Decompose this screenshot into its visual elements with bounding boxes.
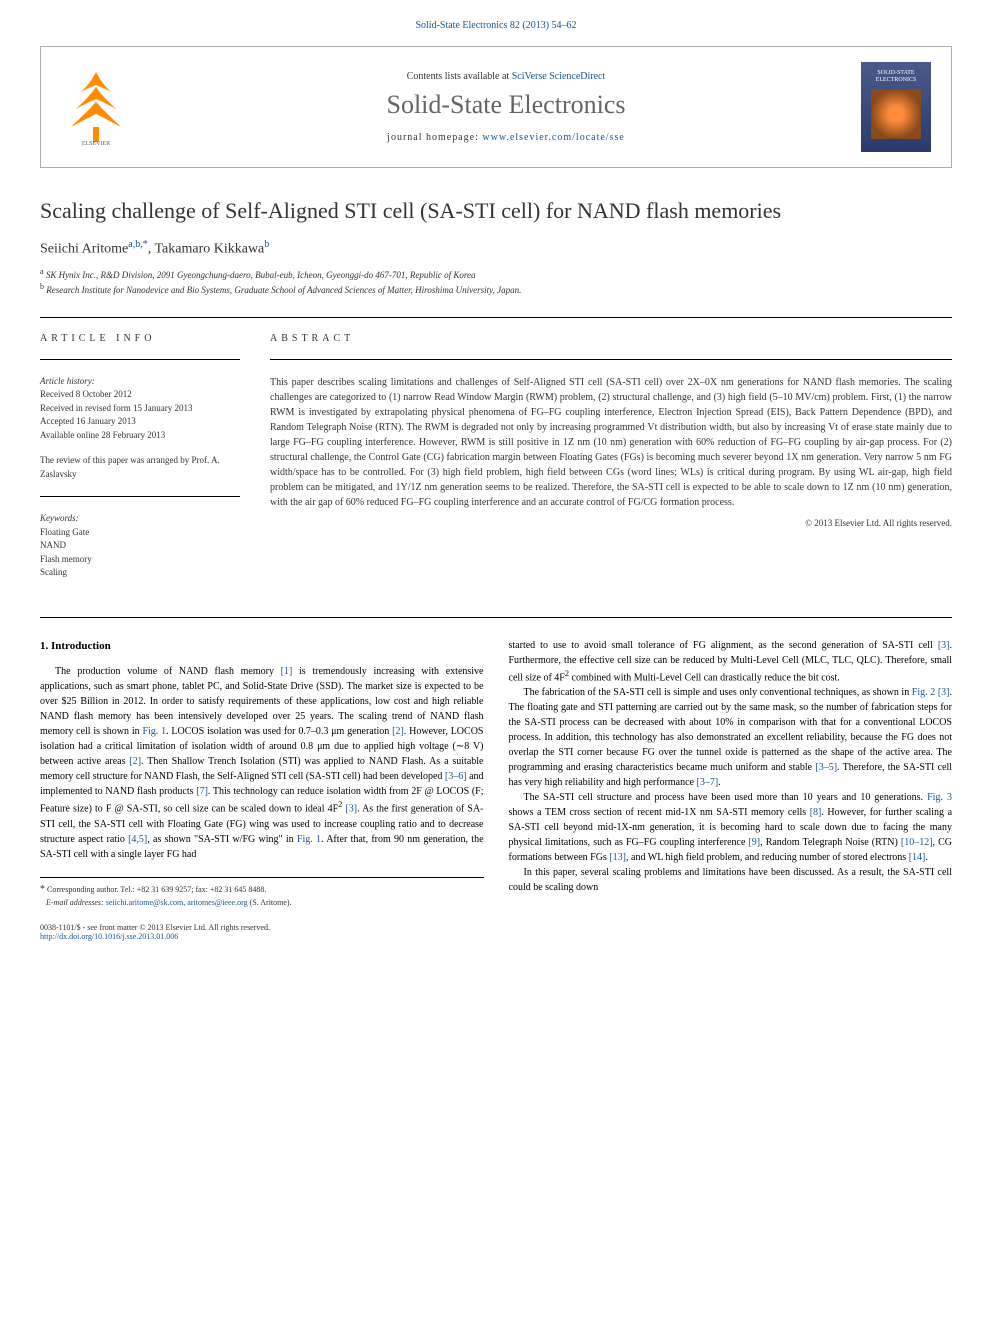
author1: Seiichi Aritome — [40, 242, 128, 257]
keywords-label: Keywords: — [40, 512, 240, 526]
ref14[interactable]: [14] — [909, 852, 926, 863]
body-col1: 1. Introduction The production volume of… — [40, 638, 484, 908]
author2: Takamaro Kikkawa — [154, 242, 264, 257]
history-label: Article history: — [40, 375, 240, 389]
col2-ref3[interactable]: [3] — [938, 640, 950, 651]
accepted: Accepted 16 January 2013 — [40, 415, 240, 429]
ref2[interactable]: [2] — [392, 726, 404, 737]
kw3: Flash memory — [40, 553, 240, 567]
ref37[interactable]: [3–7] — [697, 777, 719, 788]
fig1-link[interactable]: Fig. 1 — [142, 726, 166, 737]
revised: Received in revised form 15 January 2013 — [40, 402, 240, 416]
ref35[interactable]: [3–5] — [815, 762, 837, 773]
online: Available online 28 February 2013 — [40, 429, 240, 443]
doi-link[interactable]: http://dx.doi.org/10.1016/j.sse.2013.01.… — [40, 932, 178, 941]
fig2-link[interactable]: Fig. 2 — [912, 687, 935, 698]
col2p2-ref3[interactable]: [3] — [938, 687, 950, 698]
fig3-link[interactable]: Fig. 3 — [927, 792, 952, 803]
cover-image-icon — [871, 89, 921, 139]
bottom-left: 0038-1101/$ - see front matter © 2013 El… — [40, 923, 270, 941]
kw1: Floating Gate — [40, 526, 240, 540]
email2-link[interactable]: aritomes@ieee.org — [187, 898, 247, 907]
aff-b-text: Research Institute for Nanodevice and Bi… — [46, 285, 521, 295]
authors: Seiichi Aritomea,b,*, Takamaro Kikkawab — [40, 239, 952, 258]
email-label: E-mail addresses: — [46, 898, 106, 907]
fig1b-link[interactable]: Fig. 1 — [297, 834, 321, 845]
aff-a-sup: a — [40, 267, 44, 276]
aff-a-text: SK Hynix Inc., R&D Division, 2091 Gyeong… — [46, 270, 476, 280]
author1-sup: a,b, — [128, 239, 142, 250]
info-abstract-row: ARTICLE INFO Article history: Received 8… — [40, 333, 952, 592]
svg-text:ELSEVIER: ELSEVIER — [82, 141, 110, 147]
ref7[interactable]: [7] — [196, 786, 208, 797]
elsevier-logo: ELSEVIER — [61, 67, 131, 147]
email1-link[interactable]: seiichi.aritome@sk.com — [106, 898, 184, 907]
header-center: Contents lists available at SciVerse Sci… — [151, 71, 861, 143]
scidirect-link[interactable]: SciVerse ScienceDirect — [512, 71, 606, 82]
intro-heading: 1. Introduction — [40, 638, 484, 655]
header-box: ELSEVIER Contents lists available at Sci… — [40, 46, 952, 168]
ref8[interactable]: [8] — [810, 807, 822, 818]
ref3[interactable]: [3] — [345, 804, 357, 815]
footnote: * Corresponding author. Tel.: +82 31 639… — [40, 883, 484, 908]
contents-line: Contents lists available at SciVerse Sci… — [151, 71, 861, 82]
body-columns: 1. Introduction The production volume of… — [40, 638, 952, 908]
kw2: NAND — [40, 539, 240, 553]
abstract-header: ABSTRACT — [270, 333, 952, 344]
article-info: ARTICLE INFO Article history: Received 8… — [40, 333, 240, 592]
journal-cover: SOLID-STATE ELECTRONICS — [861, 62, 931, 152]
copyright: © 2013 Elsevier Ltd. All rights reserved… — [270, 518, 952, 528]
homepage-link[interactable]: www.elsevier.com/locate/sse — [482, 132, 624, 143]
col2-para1: started to use to avoid small tolerance … — [509, 638, 953, 685]
ref9[interactable]: [9] — [748, 837, 760, 848]
ref2b[interactable]: [2] — [129, 756, 141, 767]
cover-title: SOLID-STATE ELECTRONICS — [861, 70, 931, 84]
keywords-block: Keywords: Floating Gate NAND Flash memor… — [40, 512, 240, 580]
article-title: Scaling challenge of Self-Aligned STI ce… — [40, 198, 952, 224]
abstract-divider — [270, 359, 952, 360]
kw4: Scaling — [40, 566, 240, 580]
author1-star: * — [143, 239, 148, 250]
ref1012[interactable]: [10–12] — [901, 837, 933, 848]
col2-para2: The fabrication of the SA-STI cell is si… — [509, 685, 953, 790]
info-divider2 — [40, 496, 240, 497]
journal-name: Solid-State Electronics — [151, 90, 861, 120]
ref45[interactable]: [4,5] — [128, 834, 147, 845]
body-divider — [40, 617, 952, 618]
col1-para1: The production volume of NAND flash memo… — [40, 664, 484, 861]
info-header: ARTICLE INFO — [40, 333, 240, 344]
ref13[interactable]: [13] — [609, 852, 626, 863]
info-divider — [40, 359, 240, 360]
col2-para3: The SA-STI cell structure and process ha… — [509, 790, 953, 865]
aff-b-sup: b — [40, 282, 44, 291]
footnote-sep: * Corresponding author. Tel.: +82 31 639… — [40, 877, 484, 908]
history-block: Article history: Received 8 October 2012… — [40, 375, 240, 443]
author2-sup: b — [264, 239, 269, 250]
affiliations: a SK Hynix Inc., R&D Division, 2091 Gyeo… — [40, 266, 952, 297]
col2-para4: In this paper, several scaling problems … — [509, 865, 953, 895]
ref1[interactable]: [1] — [281, 666, 293, 677]
ref36[interactable]: [3–6] — [445, 771, 467, 782]
body-col2: started to use to avoid small tolerance … — [509, 638, 953, 908]
issn: 0038-1101/$ - see front matter © 2013 El… — [40, 923, 270, 932]
abstract-text: This paper describes scaling limitations… — [270, 375, 952, 510]
homepage-line: journal homepage: www.elsevier.com/locat… — [151, 132, 861, 143]
journal-reference: Solid-State Electronics 82 (2013) 54–62 — [40, 20, 952, 31]
received: Received 8 October 2012 — [40, 388, 240, 402]
abstract-col: ABSTRACT This paper describes scaling li… — [270, 333, 952, 592]
divider — [40, 317, 952, 318]
review-block: The review of this paper was arranged by… — [40, 454, 240, 481]
bottom-info: 0038-1101/$ - see front matter © 2013 El… — [40, 923, 952, 941]
